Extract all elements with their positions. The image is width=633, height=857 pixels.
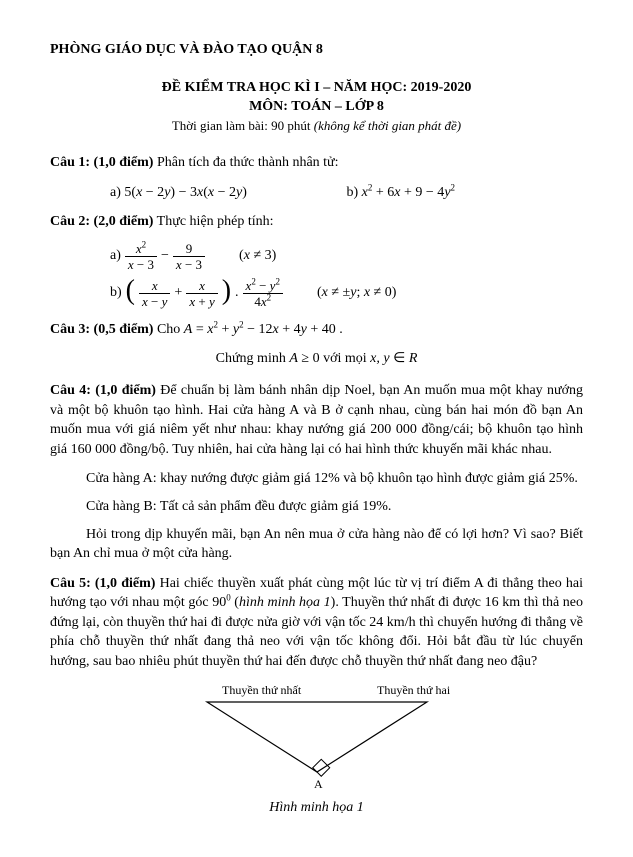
q3-proof-post: với mọi	[323, 351, 370, 366]
time-prefix: Thời gian làm bài: 90 phút	[172, 118, 314, 133]
figure-caption: Hình minh họa 1	[50, 798, 583, 818]
q4-p4: Hỏi trong dịp khuyến mãi, bạn An nên mua…	[50, 525, 583, 564]
fig-label-2: Thuyền thứ hai	[377, 683, 451, 697]
right-angle-icon	[312, 759, 329, 776]
triangle-diagram: Thuyền thứ nhất Thuyền thứ hai A	[167, 682, 467, 792]
q2-b-dot: .	[235, 283, 239, 303]
q2-b-frac1: x x − y	[139, 279, 170, 308]
q2-a-cond: (x ≠ 3)	[239, 246, 276, 266]
question-2: Câu 2: (2,0 điểm) Thực hiện phép tính:	[50, 212, 583, 232]
q2-a: a) x2 x − 3 − 9 x − 3 (x ≠ 3)	[110, 242, 583, 271]
q3-proof-pre: Chứng minh	[216, 351, 290, 366]
q4-p3: Cửa hàng B: Tất cả sản phẩm đều được giả…	[50, 497, 583, 517]
q2-a-frac2: 9 x − 3	[173, 242, 205, 271]
exam-time: Thời gian làm bài: 90 phút (không kể thờ…	[50, 117, 583, 135]
question-3: Câu 3: (0,5 điểm) Cho A = x2 + y2 − 12x …	[50, 320, 583, 340]
q5-label: Câu 5: (1,0 điểm)	[50, 576, 155, 591]
q3-expr: A = x2 + y2 − 12x + 4y + 40	[184, 322, 336, 337]
fig-label-1: Thuyền thứ nhất	[222, 683, 302, 697]
q2-b-frac3: x2 − y2 4x2	[243, 279, 283, 308]
q2-b-plus: +	[174, 283, 182, 303]
q2-a-frac1: x2 x − 3	[125, 242, 157, 271]
exam-title-1: ĐỀ KIỂM TRA HỌC KÌ I – NĂM HỌC: 2019-202…	[50, 78, 583, 98]
q3-dot: .	[336, 322, 343, 337]
q3-text-pre: Cho	[153, 322, 183, 337]
q2-text: Thực hiện phép tính:	[153, 214, 273, 229]
q4-p2: Cửa hàng A: khay nướng được giảm giá 12%…	[50, 469, 583, 489]
q2-b-label: b)	[110, 283, 122, 303]
q1-b-expr: x2 + 6x + 9 − 4y2	[362, 185, 455, 200]
triangle-icon	[207, 702, 427, 772]
question-1: Câu 1: (1,0 điểm) Phân tích đa thức thàn…	[50, 153, 583, 173]
q3-proof-mid: A ≥ 0	[289, 351, 319, 366]
question-4: Câu 4: (1,0 điểm) Để chuẩn bị làm bánh n…	[50, 381, 583, 459]
fig-label-a: A	[314, 777, 323, 791]
q1-a-label: a)	[110, 185, 124, 200]
q1-a: a) 5(x − 2y) − 3x(x − 2y)	[110, 183, 347, 203]
question-5: Câu 5: (1,0 điểm) Hai chiếc thuyền xuất …	[50, 574, 583, 672]
figure-1: Thuyền thứ nhất Thuyền thứ hai A Hình mi…	[50, 682, 583, 818]
exam-title-2: MÔN: TOÁN – LỚP 8	[50, 97, 583, 117]
dept-header: PHÒNG GIÁO DỤC VÀ ĐÀO TẠO QUẬN 8	[50, 40, 583, 60]
q1-a-expr: 5(x − 2y) − 3x(x − 2y)	[124, 185, 246, 200]
q1-parts: a) 5(x − 2y) − 3x(x − 2y) b) x2 + 6x + 9…	[110, 183, 583, 203]
q1-text: Phân tích đa thức thành nhân tử:	[153, 155, 338, 170]
q1-b: b) x2 + 6x + 9 − 4y2	[347, 183, 584, 203]
q4-label: Câu 4: (1,0 điểm)	[50, 383, 156, 398]
q2-b-cond: (x ≠ ±y; x ≠ 0)	[317, 283, 396, 303]
q2-label: Câu 2: (2,0 điểm)	[50, 214, 153, 229]
q3-xy: x, y	[370, 351, 389, 366]
q1-b-label: b)	[347, 185, 362, 200]
q3-proof: Chứng minh A ≥ 0 với mọi x, y ∈ R	[50, 349, 583, 369]
q5-figref: hình minh họa 1	[239, 595, 331, 610]
q3-inR: ∈ R	[393, 351, 417, 366]
q3-label: Câu 3: (0,5 điểm)	[50, 322, 153, 337]
q2-b: b) ( x x − y + x x + y ) . x2 − y2 4x2 (…	[110, 279, 583, 308]
q2-a-minus: −	[161, 246, 169, 266]
q2-b-frac2: x x + y	[186, 279, 217, 308]
q1-label: Câu 1: (1,0 điểm)	[50, 155, 153, 170]
time-note: (không kể thời gian phát đề)	[314, 118, 461, 133]
q5-text-b: (	[231, 595, 239, 610]
q2-a-label: a)	[110, 246, 121, 266]
